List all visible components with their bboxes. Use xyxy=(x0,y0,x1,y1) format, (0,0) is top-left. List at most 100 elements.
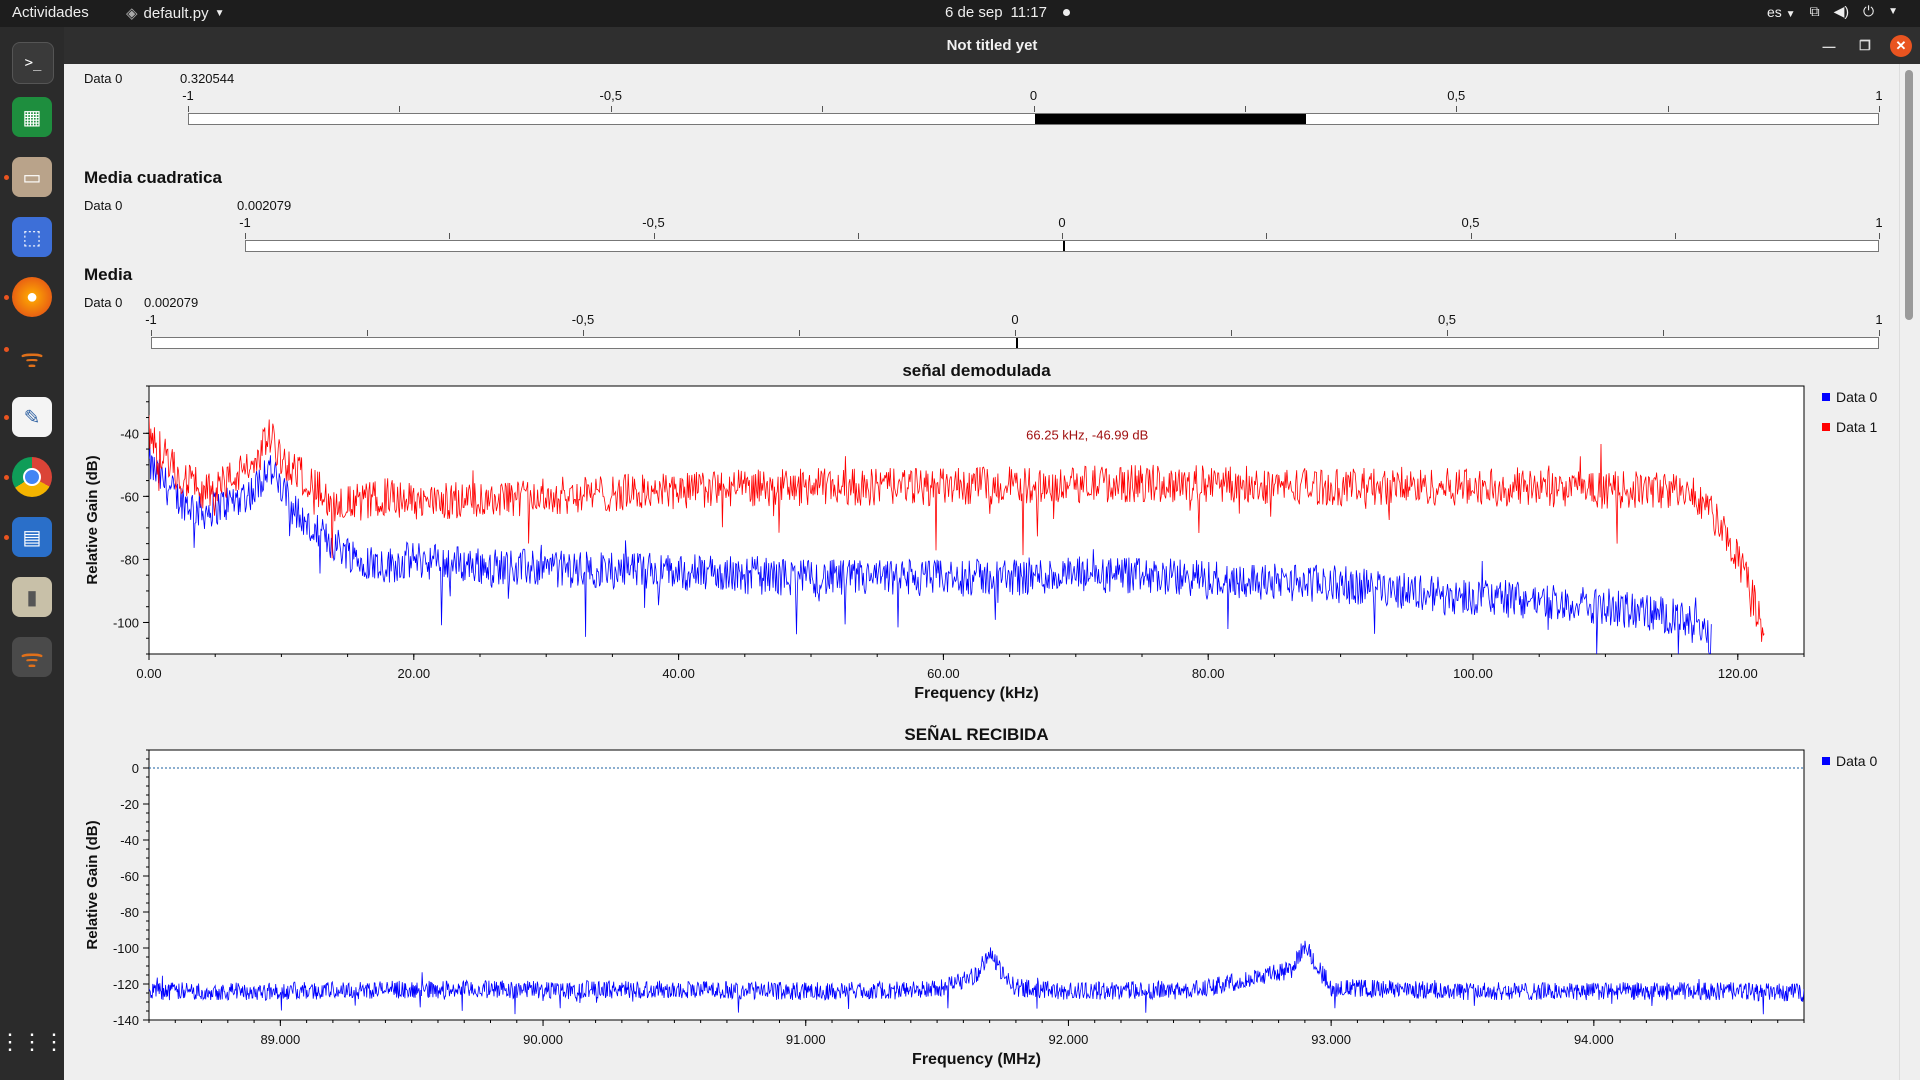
terminal-icon[interactable]: >_ xyxy=(12,42,54,84)
gnuradio-active-icon[interactable]: ᯤ xyxy=(12,637,52,677)
gauge-tick-label: 0 xyxy=(1029,88,1038,103)
gauge-tick-mark xyxy=(449,233,451,239)
gauge-track xyxy=(245,240,1879,252)
gauge-track xyxy=(151,337,1879,349)
x-tick-label: 91.000 xyxy=(786,1032,826,1047)
scrollbar-thumb[interactable] xyxy=(1905,70,1913,320)
gauge-fill xyxy=(1063,241,1065,251)
legend-label: Data 0 xyxy=(1836,389,1877,405)
gauge-tick-mark xyxy=(822,106,824,112)
running-indicator xyxy=(4,415,9,420)
system-tray[interactable]: es ▼ ⧉ ◀) ⏻ ▼ xyxy=(1767,3,1898,20)
series-line-data-0 xyxy=(149,940,1804,1015)
spreadsheet-icon[interactable]: ▦ xyxy=(12,97,52,137)
gauge-tick-label: 0,5 xyxy=(1447,88,1466,103)
window-title: Not titled yet xyxy=(946,37,1038,54)
vertical-scrollbar[interactable] xyxy=(1899,64,1920,1080)
gauge-tick-label: 1 xyxy=(1875,88,1883,103)
app-menu[interactable]: ◈ default.py ▼ xyxy=(126,4,225,23)
gauge-tick-mark xyxy=(367,330,368,336)
minimize-button[interactable]: — xyxy=(1822,38,1836,54)
screenshot-icon[interactable]: ⬚ xyxy=(12,217,52,257)
gauge-tick-label: -0,5 xyxy=(571,312,595,327)
y-tick-label: -20 xyxy=(120,797,139,812)
demodulated-spectrum-chart[interactable]: señal demodulada -40 -60 -80 -100 0.00 20.00 40… xyxy=(64,354,1894,719)
y-tick-label: -120 xyxy=(113,977,139,992)
gauge-tick-mark xyxy=(1470,233,1472,239)
x-tick-label: 60.00 xyxy=(927,666,960,681)
network-icon: ⧉ xyxy=(1809,3,1820,19)
gauge-tick-mark xyxy=(1879,330,1880,336)
received-spectrum-chart[interactable]: SEÑAL RECIBIDA 0 -20 -40 -60 -80 -100 -120 -140 8… xyxy=(64,720,1894,1080)
marker-annotation: 66.25 kHz, -46.99 dB xyxy=(1026,428,1148,443)
y-axis-label: Relative Gain (dB) xyxy=(84,455,101,584)
gauge-fill xyxy=(1016,338,1018,348)
y-tick-label: -40 xyxy=(120,426,139,441)
gauge-bar-2: -1 -0,5 0 0,5 1 xyxy=(145,312,1883,352)
x-tick-label: 0.00 xyxy=(136,666,161,681)
gauge-tick-mark xyxy=(1231,330,1232,336)
gauge-title: Media cuadratica xyxy=(84,168,222,187)
plot-area xyxy=(148,385,1805,655)
activities-button[interactable]: Actividades xyxy=(12,4,89,21)
power-icon: ⏻ xyxy=(1863,3,1875,19)
gauge-tick-mark xyxy=(1663,330,1664,336)
y-tick-label: -100 xyxy=(113,941,139,956)
date-label: 6 de sep xyxy=(945,4,1003,21)
close-button[interactable]: ✕ xyxy=(1890,35,1912,57)
chevron-down-icon: ▼ xyxy=(214,7,225,19)
gauge-value: 0.320544 xyxy=(180,71,235,86)
archive-icon[interactable]: ▮ xyxy=(12,577,52,617)
y-tick-label: -100 xyxy=(113,615,139,630)
x-tick-label: 20.00 xyxy=(398,666,431,681)
y-tick-label: -40 xyxy=(120,833,139,848)
gauge-tick-mark xyxy=(1879,233,1880,239)
title-bar[interactable]: Not titled yet — ❐ ✕ xyxy=(64,27,1920,64)
legend-label: Data 1 xyxy=(1836,419,1877,435)
gauge-tick-mark xyxy=(799,330,800,336)
x-tick-label: 92.000 xyxy=(1049,1032,1089,1047)
legend-marker xyxy=(1822,423,1830,431)
chart-title: SEÑAL RECIBIDA xyxy=(904,724,1048,744)
chrome-icon[interactable] xyxy=(12,457,52,497)
language-indicator[interactable]: es ▼ xyxy=(1766,3,1796,20)
y-tick-label: -60 xyxy=(120,869,139,884)
firefox-icon[interactable]: ● xyxy=(12,277,52,317)
gauge-tick-mark xyxy=(151,330,152,336)
gauge-tick-mark xyxy=(1456,106,1458,112)
top-bar: Actividades ◈ default.py ▼ 6 de sep 11:1… xyxy=(0,0,1920,27)
x-tick-label: 120.00 xyxy=(1718,666,1758,681)
x-tick-label: 94.000 xyxy=(1574,1032,1614,1047)
text-editor-icon[interactable]: ✎ xyxy=(12,397,52,437)
gauge-tick-label: 1 xyxy=(1875,312,1883,327)
notification-dot xyxy=(1062,9,1070,16)
x-axis-label: Frequency (kHz) xyxy=(914,685,1038,702)
gauge-tick-label: 0,5 xyxy=(1461,215,1480,230)
running-indicator xyxy=(4,475,9,480)
maximize-button[interactable]: ❐ xyxy=(1859,38,1871,53)
apps-grid-icon[interactable]: ⋮⋮⋮ xyxy=(0,1029,65,1054)
files-icon[interactable]: ▭ xyxy=(12,157,52,197)
gauge-tick-label: -1 xyxy=(145,312,157,327)
x-tick-label: 40.00 xyxy=(662,666,695,681)
gauge-tick-mark xyxy=(857,233,859,239)
gauge-tick-label: 1 xyxy=(1875,215,1883,230)
gauge-tick-mark xyxy=(1447,330,1448,336)
gnuradio-icon[interactable]: ᯤ xyxy=(20,343,44,373)
gauge-tick-label: 0 xyxy=(1058,215,1066,230)
time-label: 11:17 xyxy=(1010,4,1047,21)
gauge-tick-label: -0,5 xyxy=(599,88,622,103)
gauge-tick-mark xyxy=(1667,106,1669,112)
dock: >_ ▦ ▭ ⬚ ● ᯤ ✎ ▤ ▮ ᯤ ⋮⋮⋮ xyxy=(0,27,65,1080)
series-line-data-1 xyxy=(149,415,1765,642)
gauge-value: 0.002079 xyxy=(144,295,199,310)
gauge-tick-mark xyxy=(1879,106,1880,112)
writer-icon[interactable]: ▤ xyxy=(12,517,52,557)
running-indicator xyxy=(4,535,9,540)
app-name: default.py xyxy=(143,4,209,22)
x-axis-label: Frequency (MHz) xyxy=(912,1051,1041,1068)
gauge-track xyxy=(188,113,1879,125)
gauge-tick-mark xyxy=(583,330,584,336)
clock-button[interactable]: 6 de sep 11:17 xyxy=(945,4,1070,21)
gauge-tick-mark xyxy=(1062,233,1063,239)
